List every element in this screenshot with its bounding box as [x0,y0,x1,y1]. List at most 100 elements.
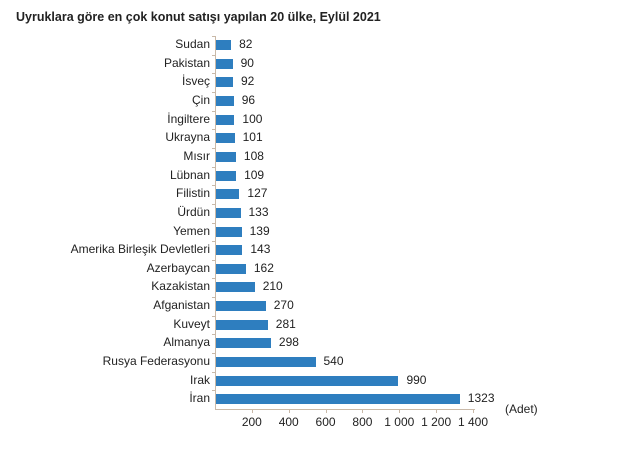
value-label: 1323 [467,391,495,406]
bar-row: Azerbaycan 162 [0,260,640,278]
bar-row: Lübnan 109 [0,167,640,185]
y-tick [212,54,215,56]
bar [216,263,246,274]
category-label: Azerbaycan [146,260,210,275]
bar-row: Afganistan 270 [0,297,640,315]
category-label: Filistin [175,186,210,201]
x-tick-label: 600 [315,415,336,429]
value-label: 101 [242,130,263,145]
bar-row: Irak 990 [0,372,640,390]
bar [216,319,268,330]
value-label: 270 [273,298,294,313]
x-tick [251,409,253,413]
bar [216,170,237,181]
bar [216,357,316,368]
category-label: İran [189,391,210,406]
x-tick-label: 200 [241,415,262,429]
bar-row: Pakistan 90 [0,55,640,73]
category-label: Almanya [163,335,210,350]
bar-row: Ukrayna 101 [0,129,640,147]
y-tick [212,371,215,373]
value-label: 210 [262,279,283,294]
bar-row: İngiltere 100 [0,111,640,129]
value-label: 139 [249,223,270,238]
x-tick [473,409,474,413]
bar-row: Sudan 82 [0,36,640,54]
y-tick [212,110,215,112]
value-label: 540 [323,354,344,369]
y-tick [212,297,215,299]
x-tick-label: 1 400 [457,415,489,429]
x-tick-label: 400 [278,415,299,429]
category-label: Kazakistan [151,279,210,294]
value-label: 298 [278,335,299,350]
bar-row: Filistin 127 [0,185,640,203]
bar [216,282,255,293]
y-tick [212,278,215,280]
category-label: Yemen [173,223,210,238]
y-axis-line [215,36,216,409]
x-tick-label: 1 200 [421,415,452,429]
x-tick [325,409,327,413]
bar [216,375,399,386]
bar [216,95,234,106]
category-label: Pakistan [163,55,210,70]
category-label: İsveç [181,74,210,89]
y-tick [212,147,215,149]
bar-row: Kuveyt 281 [0,316,640,334]
bar [216,189,240,200]
value-label: 92 [240,74,255,89]
y-tick [212,129,215,131]
bar [216,245,243,256]
bar-row: Amerika Birleşik Devletleri 143 [0,241,640,259]
bar-row: Kazakistan 210 [0,278,640,296]
bar [216,151,236,162]
x-tick-label: 800 [352,415,373,429]
bar [216,338,271,349]
category-label: Ukrayna [165,130,210,145]
value-label: 143 [250,242,271,257]
bar [216,40,232,50]
bar [216,133,235,144]
y-tick [212,315,215,317]
category-label: Çin [191,92,210,107]
bar-row: Mısır 108 [0,148,640,166]
bar-row: Yemen 139 [0,223,640,241]
x-tick [399,409,401,413]
bar-row: Çin 96 [0,92,640,110]
bar-row: Almanya 298 [0,334,640,352]
x-axis-line [215,409,475,410]
y-tick [212,259,215,261]
x-tick-label: 1 000 [384,415,415,429]
category-label: Sudan [175,37,210,51]
x-axis-unit-label: (Adet) [505,402,538,416]
bar [216,77,233,88]
value-label: 100 [242,111,263,126]
x-tick [362,409,364,413]
category-label: Irak [189,372,210,387]
bar-row: İsveç 92 [0,73,640,91]
value-label: 90 [240,55,254,70]
bar-row: Rusya Federasyonu 540 [0,353,640,371]
category-label: Rusya Federasyonu [102,354,210,369]
bar [216,58,233,69]
y-tick [212,353,215,355]
bar-row: Ürdün 133 [0,204,640,222]
bar [216,394,460,405]
bar [216,301,266,312]
value-label: 108 [243,148,264,163]
category-label: İngiltere [167,111,210,126]
value-label: 133 [248,204,269,219]
bar [216,207,241,218]
bar [216,226,242,237]
y-tick [212,91,215,93]
y-tick [212,334,215,336]
category-label: Lübnan [169,167,210,182]
y-tick [212,185,215,187]
value-label: 990 [406,372,427,387]
value-label: 127 [247,186,268,201]
y-tick [212,73,215,75]
chart-title: Uyruklara göre en çok konut satışı yapıl… [16,10,381,24]
category-label: Kuveyt [173,316,210,331]
